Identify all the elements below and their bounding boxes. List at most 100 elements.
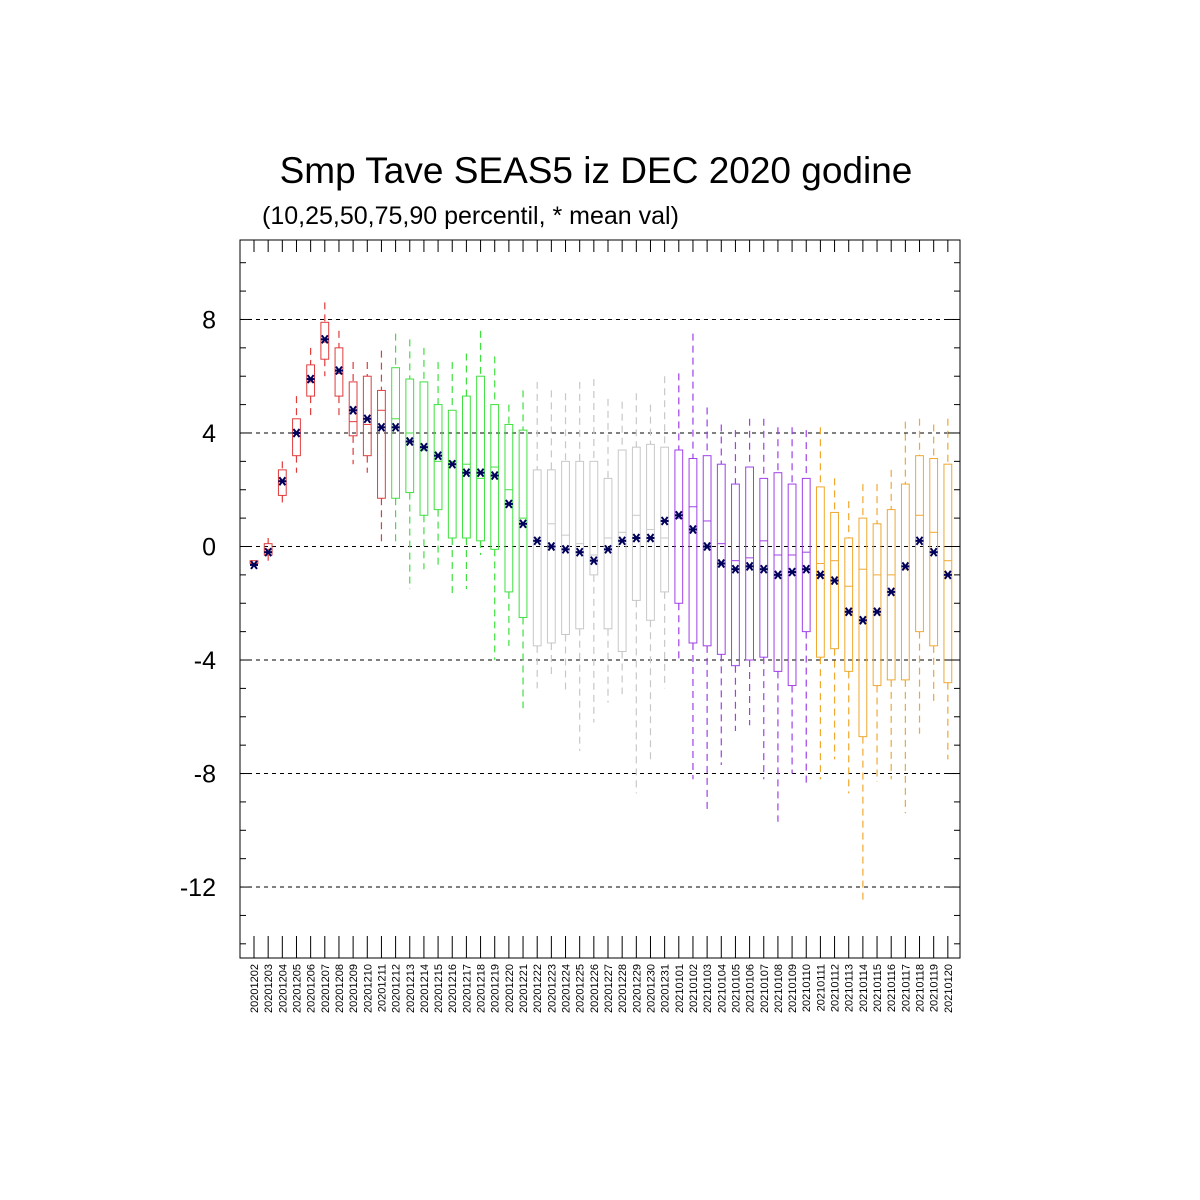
box-iqr [915, 455, 924, 633]
box-20210118 [915, 418, 924, 734]
box-iqr [306, 364, 316, 397]
mean-marker [320, 334, 329, 344]
mean-marker [858, 615, 867, 625]
box-20210104 [716, 424, 726, 766]
box-iqr [844, 537, 854, 672]
box-20210113 [844, 501, 854, 794]
box-20201212 [391, 333, 400, 547]
box-20201225 [575, 381, 585, 751]
box-iqr [561, 460, 570, 635]
box-20201214 [419, 347, 429, 570]
mean-marker [547, 541, 556, 552]
mean-marker [377, 422, 386, 432]
x-tick-label: 20201223 [546, 964, 558, 1013]
x-tick-label: 20201215 [433, 964, 445, 1013]
chart-title: Smp Tave SEAS5 iz DEC 2020 godine [279, 150, 913, 191]
x-tick-label: 20210106 [745, 964, 757, 1013]
box-20210108 [773, 427, 783, 822]
x-tick-label: 20210101 [674, 964, 686, 1013]
box-20210117 [900, 421, 910, 814]
x-tick-label: 20210111 [815, 964, 827, 1011]
mean-marker [363, 414, 372, 424]
box-20201220 [504, 404, 514, 646]
mean-marker [901, 561, 910, 571]
mean-marker [816, 570, 825, 580]
x-tick-labels: 20201202 20201203 20201204 20201205 20201206… [249, 964, 955, 1013]
box-iqr [816, 486, 825, 658]
box-iqr [320, 321, 330, 360]
mean-marker [405, 436, 414, 447]
box-iqr [660, 446, 670, 593]
box-20201227 [603, 398, 613, 703]
x-tick-label: 20210117 [900, 964, 912, 1012]
x-tick-label: 20201207 [320, 964, 332, 1013]
box-20210111 [816, 427, 825, 780]
box-20201217 [462, 353, 471, 590]
mean-marker [632, 533, 641, 543]
mean-marker [844, 607, 853, 617]
x-tick-label: 20210110 [801, 964, 813, 1012]
box-iqr [617, 449, 627, 653]
chart-subtitle: (10,25,50,75,90 percentil, * mean val) [262, 202, 679, 230]
x-tick-label: 20201219 [490, 964, 502, 1013]
x-tick-label: 20201230 [645, 964, 657, 1013]
box-iqr [405, 378, 415, 494]
mean-marker [349, 405, 358, 415]
x-tick-label: 20201227 [603, 964, 615, 1013]
mean-marker [306, 374, 315, 384]
x-tick-label: 20201213 [405, 964, 417, 1013]
box-20201223 [546, 390, 556, 678]
mean-marker [943, 570, 952, 580]
box-20201231 [660, 376, 670, 689]
mean-marker [745, 561, 754, 571]
mean-marker [462, 468, 471, 478]
mean-marker [391, 422, 400, 432]
mean-marker [717, 558, 726, 569]
mean-marker [660, 516, 669, 526]
x-tick-label: 20210107 [759, 964, 771, 1013]
x-tick-label: 20201229 [631, 964, 643, 1013]
box-20201215 [433, 362, 443, 570]
box-20201229 [631, 393, 641, 794]
box-iqr [476, 375, 485, 542]
box-20210110 [801, 430, 811, 785]
x-tick-label: 20210105 [730, 964, 742, 1013]
box-20210115 [872, 484, 882, 783]
mean-marker [589, 556, 598, 566]
box-iqr [759, 477, 769, 658]
x-tick-label: 20201217 [461, 964, 473, 1013]
box-20210116 [886, 469, 896, 780]
mean-marker [334, 365, 343, 376]
box-iqr [589, 460, 599, 576]
box-20201208 [334, 330, 344, 419]
mean-marker [773, 570, 782, 580]
box-20210107 [759, 418, 769, 780]
x-tick-label: 20201212 [391, 964, 403, 1013]
x-tick-label: 20201203 [263, 964, 275, 1013]
x-tick-label: 20210112 [830, 964, 842, 1012]
x-tick-label: 20210108 [773, 964, 785, 1013]
mean-marker [802, 564, 811, 574]
mean-marker [674, 510, 683, 520]
mean-marker [604, 544, 612, 554]
box-20210109 [787, 427, 797, 774]
y-tick-label: 4 [202, 420, 216, 448]
mean-marker [490, 470, 499, 481]
x-tick-label: 20201210 [362, 964, 374, 1013]
box-20201221 [518, 390, 528, 709]
box-iqr [731, 483, 740, 667]
box-iqr [603, 477, 613, 630]
box-20210103 [702, 407, 712, 814]
y-tick-label: 8 [202, 306, 216, 334]
mean-marker [575, 547, 584, 557]
x-tick-label: 20210116 [886, 964, 898, 1012]
mean-marker [703, 541, 712, 552]
box-20210119 [929, 424, 939, 703]
box-iqr [702, 455, 712, 647]
mean-marker [688, 524, 697, 535]
box-iqr [886, 509, 896, 681]
box-iqr [900, 483, 910, 681]
x-tick-label: 20201209 [348, 964, 360, 1013]
box-iqr [745, 466, 754, 661]
box-iqr [348, 381, 358, 437]
